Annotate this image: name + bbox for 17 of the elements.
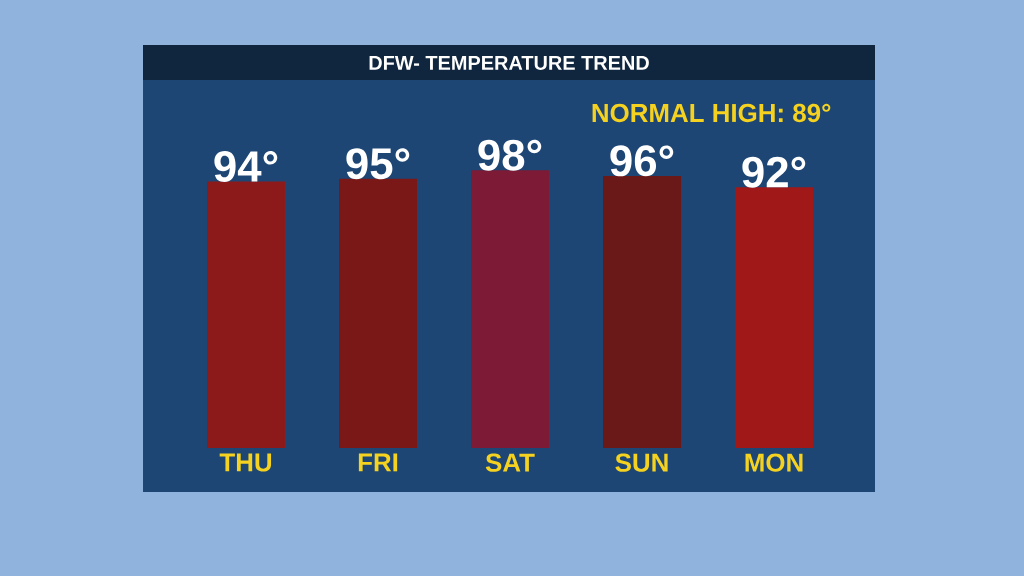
data-label: 95° xyxy=(346,148,410,180)
data-label: 92° xyxy=(742,156,806,188)
data-label: 98° xyxy=(478,139,542,171)
bar xyxy=(339,178,418,448)
x-tick-label: MON xyxy=(745,453,803,472)
x-tick-label: FRI xyxy=(358,453,398,472)
chart-title: DFW- TEMPERATURE TREND xyxy=(369,56,649,70)
bar xyxy=(471,170,550,448)
bar xyxy=(207,181,286,448)
data-label: 96° xyxy=(610,145,674,177)
data-label: 94° xyxy=(214,150,278,183)
bar xyxy=(603,175,682,448)
text: NORMAL HIGH: 89° xyxy=(592,103,831,123)
x-tick-label: SAT xyxy=(485,453,535,472)
x-tick-label: SUN xyxy=(615,453,668,472)
bar xyxy=(735,187,814,448)
x-tick-label: THU xyxy=(219,453,272,472)
